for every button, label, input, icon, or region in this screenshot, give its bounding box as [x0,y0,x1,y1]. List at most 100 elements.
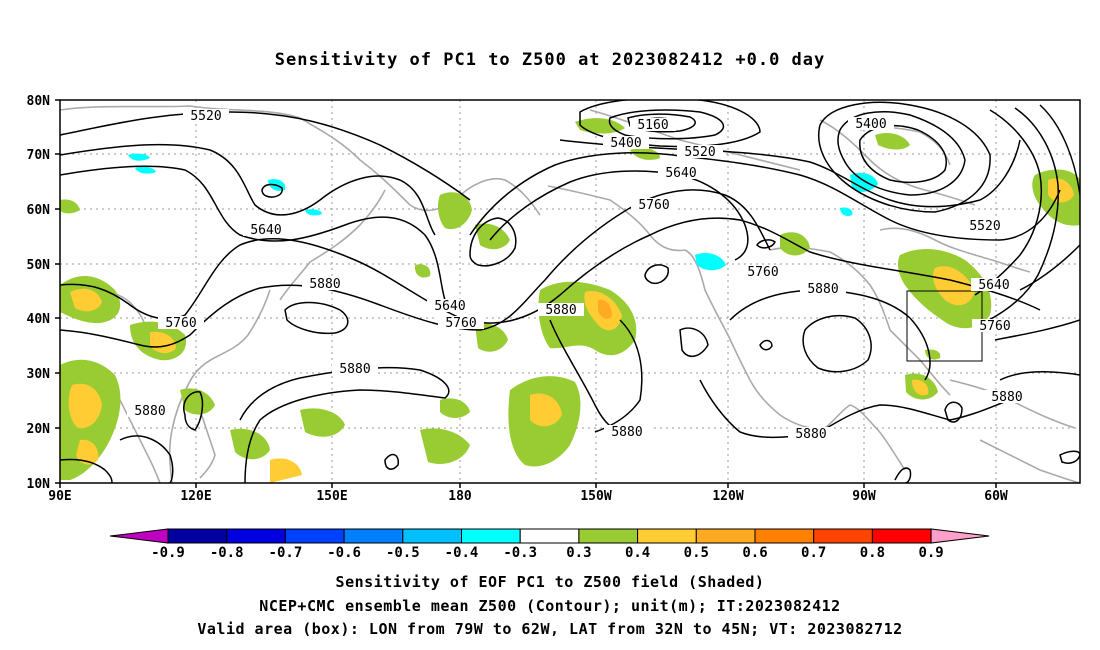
lon-label: 120W [712,489,743,504]
colorbar-triangle-high [930,528,990,544]
contour-label: 5760 [158,316,204,331]
contour-label: 5760 [631,198,677,213]
lat-label: 10N [27,477,51,492]
svg-text:5400: 5400 [855,117,886,132]
contour-label: 5160 [630,118,676,133]
colorbar-segment [284,528,345,544]
colorbar-label: -0.5 [386,545,420,561]
lon-labels: 90E 120E 150E 180 150W 120W 90W 60W [48,489,1008,504]
svg-text:5640: 5640 [434,299,465,314]
lon-label: 90W [852,489,876,504]
svg-text:5160: 5160 [637,118,668,133]
colorbar-segment [343,528,404,544]
colorbar-label: 0.8 [860,545,885,561]
svg-text:5760: 5760 [165,316,196,331]
lat-label: 60N [27,203,51,218]
contour-label: 5760 [972,319,1018,334]
colorbar-segment [461,528,521,544]
contour-label: 5520 [183,109,229,124]
lat-label: 20N [27,422,51,437]
contour-label: 5880 [302,277,348,292]
colorbar-label: -0.4 [445,545,479,561]
contour-label: 5400 [848,117,894,132]
colorbar-segment [167,528,228,544]
svg-text:5760: 5760 [979,319,1010,334]
contour-label: 5640 [243,223,289,238]
contour-label: 5760 [740,265,786,280]
colorbar-label: 0.7 [801,545,826,561]
colorbar-label: -0.9 [151,545,185,561]
lon-label: 150E [316,489,347,504]
lon-label: 150W [580,489,611,504]
contour-label: 5880 [538,303,584,318]
colorbar-label: 0.9 [918,545,943,561]
lat-label: 40N [27,312,51,327]
contour-labels: 5520 5160 5400 5400 5520 5640 5760 5520 … [127,109,1030,442]
svg-text:5760: 5760 [747,265,778,280]
caption-valid-area: Valid area (box): LON from 79W to 62W, L… [197,620,903,638]
svg-text:5880: 5880 [611,425,642,440]
contour-label: 5520 [677,145,723,160]
colorbar-segment [754,528,815,544]
svg-text:5760: 5760 [445,316,476,331]
colorbar-segment [519,528,580,544]
colorbar-segment [578,528,639,544]
svg-text:5520: 5520 [969,219,1000,234]
svg-text:5880: 5880 [339,362,370,377]
colorbar-label: -0.3 [503,545,537,561]
svg-text:5880: 5880 [545,303,576,318]
svg-text:5760: 5760 [638,198,669,213]
map-frame [59,99,1081,484]
svg-text:5400: 5400 [610,136,641,151]
colorbar-triangle-low [109,528,169,544]
lat-labels: 80N 70N 60N 50N 40N 30N 20N 10N [27,94,51,492]
colorbar-label: -0.6 [327,545,361,561]
contour-label: 5400 [603,136,649,151]
colorbar-segment [695,528,756,544]
caption-shaded: Sensitivity of EOF PC1 to Z500 field (Sh… [335,573,765,591]
contour-label: 5880 [604,425,650,440]
contour-label: 5880 [332,362,378,377]
lon-label: 120E [180,489,211,504]
colorbar-label: -0.7 [269,545,303,561]
svg-text:5880: 5880 [991,390,1022,405]
lon-label: 60W [984,489,1008,504]
colorbar-label: 0.6 [742,545,767,561]
svg-text:5520: 5520 [684,145,715,160]
svg-text:5880: 5880 [795,427,826,442]
colorbar-segment [813,528,873,544]
colorbar-segment [637,528,697,544]
svg-text:5640: 5640 [250,223,281,238]
colorbar-label: 0.3 [566,545,591,561]
colorbar-segment [402,528,462,544]
svg-text:5880: 5880 [134,404,165,419]
contour-label: 5880 [127,404,173,419]
lon-label: 180 [448,489,472,504]
contour-label: 5880 [984,390,1030,405]
colorbar-label: -0.8 [210,545,244,561]
contour-label: 5640 [427,299,473,314]
sensitivity-shading [60,118,1080,483]
lat-label: 80N [27,94,51,109]
axis-ticks [55,99,997,488]
lat-label: 70N [27,148,51,163]
svg-text:5880: 5880 [807,282,838,297]
contour-label: 5640 [971,278,1017,293]
contour-label: 5760 [438,316,484,331]
lon-label: 90E [48,489,71,504]
svg-text:5640: 5640 [665,166,696,181]
colorbar: -0.9 -0.8 -0.7 -0.6 -0.5 -0.4 -0.3 0.3 0.4 0.5 0.6… [109,528,990,561]
caption-contour: NCEP+CMC ensemble mean Z500 (Contour); u… [259,597,841,615]
contour-label: 5880 [788,427,834,442]
contour-label: 5640 [658,166,704,181]
lat-label: 50N [27,258,51,273]
colorbar-label: 0.5 [684,545,709,561]
plot-title: Sensitivity of PC1 to Z500 at 2023082412… [274,50,826,70]
svg-text:5640: 5640 [978,278,1009,293]
colorbar-label: 0.4 [625,545,650,561]
contour-label: 5880 [800,282,846,297]
svg-text:5520: 5520 [190,109,221,124]
lat-label: 30N [27,367,51,382]
colorbar-segment [226,528,286,544]
